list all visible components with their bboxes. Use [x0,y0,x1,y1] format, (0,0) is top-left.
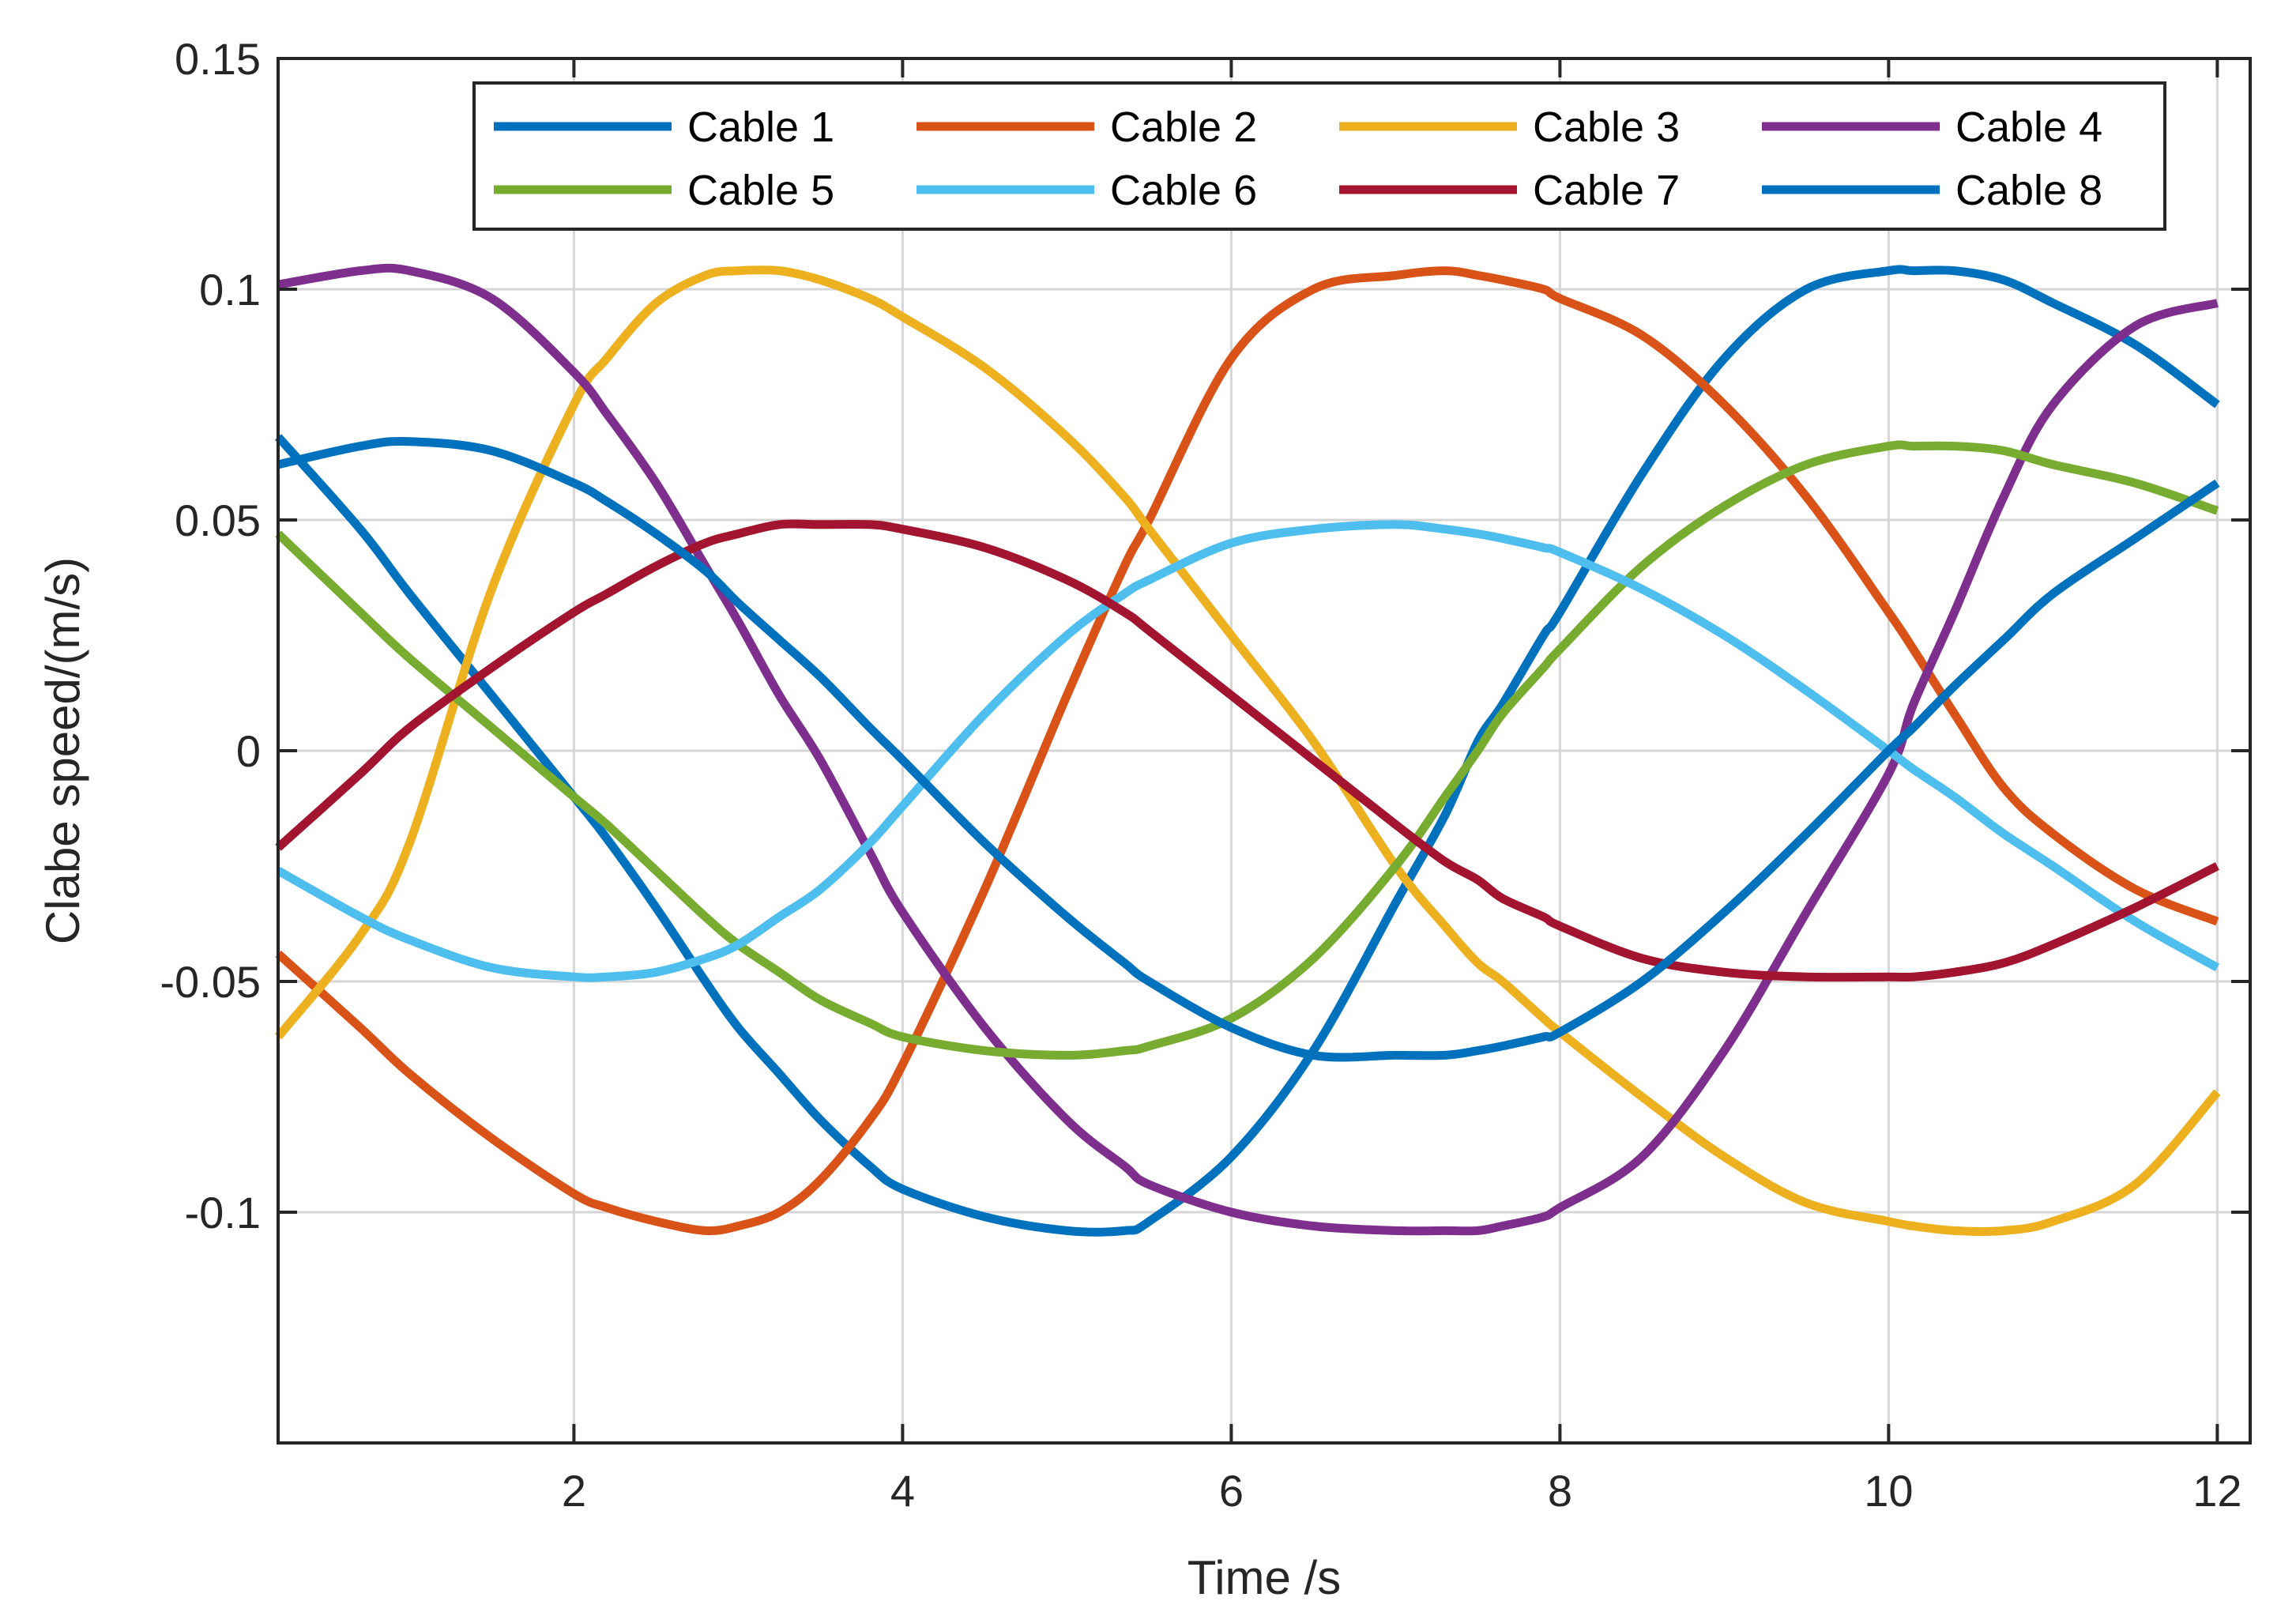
y-axis-title: Clabe speed/(m/s) [36,557,89,944]
legend-label: Cable 2 [1110,104,1257,151]
x-tick-label: 4 [890,1466,915,1516]
legend-label: Cable 8 [1955,167,2102,214]
legend-label: Cable 4 [1955,104,2102,151]
x-tick-label: 8 [1548,1466,1572,1516]
y-tick-label: 0.05 [175,495,261,545]
x-axis-title: Time /s [1188,1551,1341,1604]
series-line-cable-8 [277,436,2220,1062]
series-line-cable-7 [275,519,2219,982]
y-tick-label: 0.15 [175,34,261,84]
legend-label: Cable 1 [687,104,834,151]
series-line-cable-1 [274,265,2220,1237]
x-tick-label: 12 [2192,1466,2241,1516]
y-tick-label: -0.05 [160,957,261,1007]
series-line-cable-4 [277,263,2219,1236]
x-tick-label: 10 [1864,1466,1913,1516]
y-tick-label: -0.1 [185,1188,262,1237]
series-line-cable-6 [276,520,2220,982]
legend-label: Cable 3 [1533,104,1680,151]
legend-label: Cable 7 [1533,167,1680,214]
x-tick-label: 6 [1219,1466,1244,1516]
ticks: 2 4 6 8 10 12 -0.1 -0.05 0 0.05 0.1 0.15 [160,34,2250,1516]
legend-box [472,81,2166,231]
legend: Cable 1 Cable 2 Cable 3 Cable 4 Cable 5 Cable… [472,81,2166,231]
y-tick-label: 0 [236,726,261,776]
x-tick-label: 2 [562,1466,586,1516]
series-line-cable-5 [275,440,2219,1060]
legend-label: Cable 5 [687,167,834,214]
y-tick-label: 0.1 [199,265,261,315]
series-line-cable-2 [275,266,2219,1236]
legend-label: Cable 6 [1110,167,1257,214]
series-layer [274,263,2221,1237]
